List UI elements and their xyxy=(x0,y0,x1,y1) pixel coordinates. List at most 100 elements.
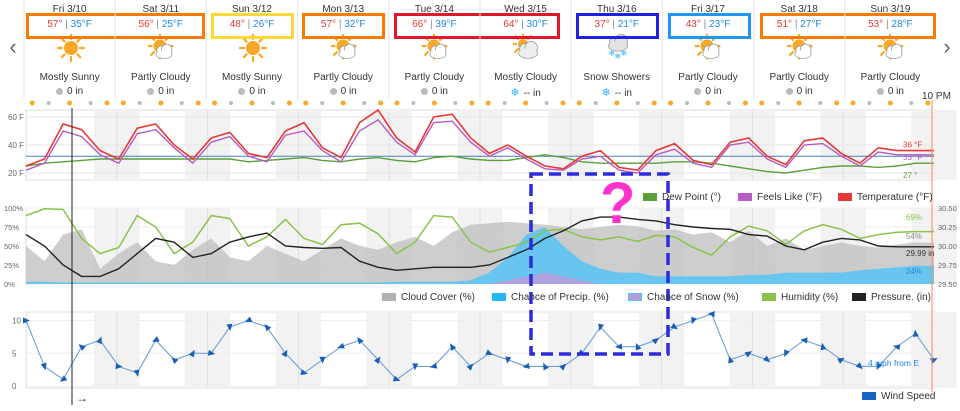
day-column[interactable]: Fri 3/17 43° | 23°F Partly Cloudy 0 in xyxy=(662,0,753,108)
wind-arrow-icon xyxy=(412,363,419,371)
day-condition: Partly Cloudy xyxy=(313,72,373,83)
sunrise-marker xyxy=(651,100,657,106)
high-temp: 51° xyxy=(776,19,793,30)
day-precip: 0 in xyxy=(662,86,753,97)
low-temp: 26°F xyxy=(253,19,275,30)
legend-dew-point[interactable]: Dew Point (°) xyxy=(643,192,721,203)
sunrise-marker xyxy=(286,100,292,106)
legend-chance-snow[interactable]: Chance of Snow (%) xyxy=(628,292,739,303)
day-column[interactable]: Sun 3/19 53° | 28°F Partly Cloudy 0 in xyxy=(845,0,936,108)
legend-pressure[interactable]: Pressure. (in) xyxy=(852,292,931,303)
wind-arrow-icon xyxy=(635,342,642,351)
day-column[interactable]: Tue 3/14 66° | 39°F Partly Cloudy 0 in xyxy=(389,0,480,108)
legend-chance-precip[interactable]: Chance of Precip. (%) xyxy=(492,292,609,303)
y2-tick-label: 30.00 xyxy=(938,242,957,251)
series-line xyxy=(25,154,934,174)
day-column[interactable]: Fri 3/10 57° | 35°F Mostly Sunny 0 in xyxy=(24,0,115,108)
sunrise-marker xyxy=(29,100,35,106)
next-days-button[interactable]: › xyxy=(943,34,951,59)
day-column[interactable]: Mon 3/13 57° | 32°F Partly Cloudy 0 in xyxy=(298,0,389,108)
wind-arrow-icon xyxy=(133,369,140,377)
day-condition: Partly Cloudy xyxy=(678,72,738,83)
prev-days-button[interactable]: ‹ xyxy=(9,34,17,59)
day-column[interactable]: Sat 3/18 51° | 27°F Partly Cloudy 0 in xyxy=(754,0,845,108)
current-time-label: 10 PM xyxy=(922,91,951,102)
legend-wind-speed[interactable]: Wind Speed xyxy=(862,391,935,402)
night-marker xyxy=(229,101,234,105)
sunrise-marker xyxy=(759,100,765,106)
raindrop-icon xyxy=(785,87,793,95)
high-temp: 66° xyxy=(412,19,428,30)
night-marker xyxy=(137,101,142,105)
day-precip: 0 in xyxy=(389,86,480,97)
y-tick-label: 100% xyxy=(4,204,24,213)
sunrise-marker xyxy=(560,100,566,106)
legend-humidity[interactable]: Humidity (%) xyxy=(762,292,838,303)
day-condition: Partly Cloudy xyxy=(131,72,191,83)
series-end-label: 54% xyxy=(906,232,922,241)
series-end-label: 33 °F xyxy=(903,153,922,162)
sunrise-marker xyxy=(431,100,437,106)
day-name: Sat 3/11 xyxy=(142,4,180,15)
wind-arrow-icon xyxy=(78,344,86,351)
sunrise-marker xyxy=(158,100,164,106)
sunrise-marker xyxy=(834,100,840,106)
y-tick-label: 75% xyxy=(4,223,19,232)
y-tick-label: 20 F xyxy=(8,169,24,178)
day-condition: Mostly Sunny xyxy=(221,72,282,83)
wind-arrow-icon xyxy=(784,349,790,357)
sunrise-marker xyxy=(249,100,255,106)
day-name: Sat 3/18 xyxy=(780,4,818,15)
day-temps: 57° | 35°F xyxy=(47,19,92,30)
question-mark-annotation: ? xyxy=(600,171,636,236)
sun-icon xyxy=(239,34,268,62)
wind-arrow-icon xyxy=(762,355,771,363)
partly-cloudy-icon xyxy=(877,34,904,60)
wind-arrow-icon xyxy=(392,375,401,382)
y2-tick-label: 29.75 xyxy=(938,261,957,270)
night-marker xyxy=(179,101,184,105)
day-precip: 0 in xyxy=(206,86,297,97)
sunrise-marker xyxy=(887,100,893,106)
night-marker xyxy=(818,101,823,105)
sunrise-marker xyxy=(796,100,802,106)
day-condition: Mostly Cloudy xyxy=(494,72,557,83)
wind-arrow-icon xyxy=(651,337,660,345)
night-marker xyxy=(502,101,507,105)
day-column[interactable]: Sun 3/12 48° | 26°F Mostly Sunny 0 in xyxy=(206,0,297,108)
low-temp: 32°F xyxy=(344,19,366,30)
wind-arrow-icon xyxy=(728,355,734,364)
day-column[interactable]: Thu 3/16 37° | 21°F ❄ ❄ ❄ Snow Showers ❄ --… xyxy=(571,0,662,108)
wind-arrow-icon xyxy=(744,351,753,358)
partly-cloudy-icon xyxy=(695,34,721,60)
legend-temperature[interactable]: Temperature (°F) xyxy=(838,192,933,203)
day-condition: Mostly Sunny xyxy=(39,72,100,83)
svg-text:❄: ❄ xyxy=(609,49,616,58)
series-end-label: 69% xyxy=(906,213,922,222)
wind-arrow-icon xyxy=(281,349,288,358)
night-marker xyxy=(453,101,458,105)
legend-feels-like[interactable]: Feels Like (°F) xyxy=(738,192,822,203)
day-temps: 56° | 25°F xyxy=(138,19,184,30)
sunrise-marker xyxy=(576,100,582,106)
day-column[interactable]: Sat 3/11 56° | 25°F Partly Cloudy 0 in xyxy=(115,0,206,108)
wind-arrow-icon xyxy=(855,362,863,370)
raindrop-icon xyxy=(329,87,337,95)
night-marker xyxy=(46,101,51,105)
raindrop-icon xyxy=(147,87,155,95)
high-temp: 53° xyxy=(868,19,884,30)
svg-text:❄: ❄ xyxy=(615,52,622,61)
wind-arrow-icon xyxy=(357,336,364,345)
day-temps: 37° | 21°F xyxy=(594,19,640,30)
pressure-line xyxy=(25,216,934,278)
wind-arrow-icon xyxy=(152,336,160,343)
series-end-label: 36 °F xyxy=(903,141,922,150)
raindrop-icon xyxy=(56,87,64,95)
high-temp: 43° xyxy=(685,19,701,30)
wind-arrow-icon xyxy=(820,342,827,351)
day-column[interactable]: Wed 3/15 64° | 30°F Mostly Cloudy ❄ -- in xyxy=(480,0,571,108)
legend-cloud-cover[interactable]: Cloud Cover (%) xyxy=(382,292,475,303)
partly-cloudy-icon xyxy=(330,34,357,60)
day-temps: 43° | 23°F xyxy=(685,19,731,30)
partly-cloudy-icon xyxy=(148,34,174,60)
